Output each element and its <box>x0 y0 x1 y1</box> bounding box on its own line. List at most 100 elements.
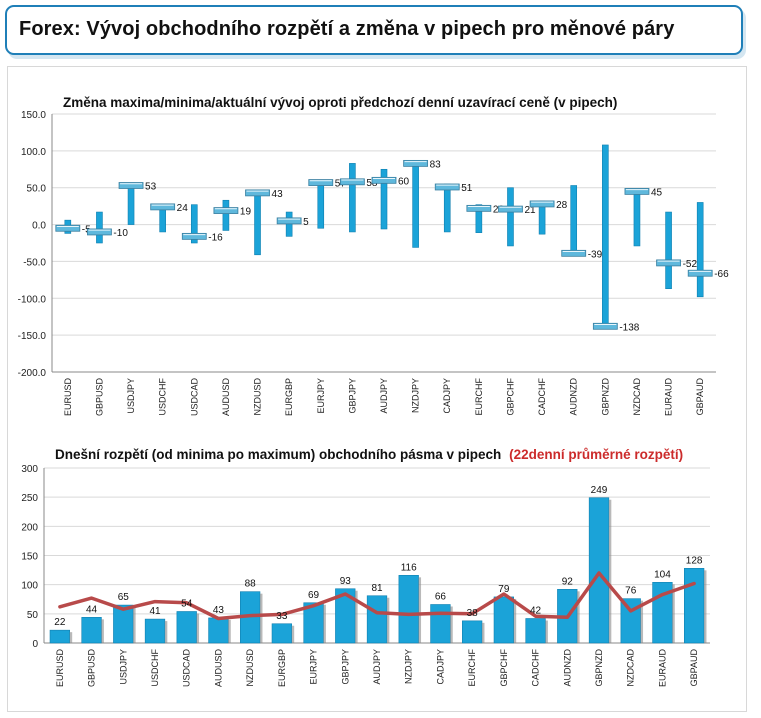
current-value-label: -138 <box>619 322 639 333</box>
spread-value-label: 44 <box>86 604 98 615</box>
range-chart-xtick-label: NZDCAD <box>632 378 642 416</box>
spread-bar-shadow <box>228 619 231 643</box>
range-chart-ytick-label: -100.0 <box>18 294 47 305</box>
current-value-label: 19 <box>240 207 252 218</box>
spread-value-label: 88 <box>245 579 257 590</box>
spread-bar-gbpchf <box>493 596 514 644</box>
range-chart-xtick-label: EURUSD <box>63 378 73 417</box>
spread-chart-title-row: Dnešní rozpětí (od minima po maximum) ob… <box>55 447 683 462</box>
spread-chart-ytick-label: 100 <box>21 581 38 592</box>
spread-bar-shadow <box>355 590 358 643</box>
range-chart-xtick-label: AUDNZD <box>569 378 579 416</box>
current-marker <box>181 232 207 240</box>
range-bar-usdchf: 24 <box>150 203 189 233</box>
spread-value-label: 76 <box>625 586 637 597</box>
spread-chart-x-axis: EURUSD GBPUSD USDJPY USDCHF USDCAD AUDUSD NZDU… <box>55 648 699 687</box>
spread-bar-gbpjpy <box>335 588 356 644</box>
range-bar-nzdjpy: 83 <box>403 159 442 248</box>
spread-value-label: 79 <box>498 584 510 595</box>
spread-chart-xtick-label: AUDJPY <box>372 649 382 685</box>
current-marker <box>403 159 429 167</box>
range-chart-xtick-label: CADJPY <box>442 378 452 414</box>
range-chart-xtick-label: EURGBP <box>284 378 294 416</box>
spread-bar-shadow <box>513 598 517 643</box>
spread-bar-shadow <box>291 625 295 643</box>
spread-bar-eurchf <box>462 620 483 644</box>
current-value-label: 24 <box>177 203 189 214</box>
current-value-label: 51 <box>461 183 473 194</box>
range-chart-ytick-label: -150.0 <box>18 331 47 342</box>
spread-bar-shadow <box>101 619 104 643</box>
range-chart-xtick-label: USDJPY <box>126 378 136 414</box>
current-marker <box>498 205 523 213</box>
spread-chart-ytick-label: 0 <box>32 639 38 650</box>
range-bar-eurgbp: 5 <box>276 211 309 237</box>
range-chart-xtick-label: GBPNZD <box>600 378 610 416</box>
current-marker <box>55 224 81 232</box>
range-bar <box>349 163 356 233</box>
range-bar <box>222 199 230 231</box>
current-value-label: 28 <box>556 200 568 211</box>
spread-value-label: 38 <box>467 608 479 619</box>
avg22-line <box>58 571 696 621</box>
current-marker <box>339 178 365 186</box>
current-value-label: -16 <box>208 232 223 243</box>
range-chart-x-axis: EURUSD GBPUSD USDJPY USDCHF USDCAD AUDUSD NZDU… <box>63 377 705 416</box>
spread-chart-xtick-label: USDJPY <box>118 649 128 685</box>
range-chart-xtick-label: USDCHF <box>158 377 168 415</box>
spread-value-label: 22 <box>54 617 66 628</box>
spread-chart-xtick-label: NZDUSD <box>245 649 255 687</box>
range-bar <box>602 144 609 329</box>
range-chart-xtick-label: AUDJPY <box>379 378 389 414</box>
range-bar-gbpusd: -10 <box>87 211 128 244</box>
current-marker <box>213 207 239 214</box>
range-chart-xtick-label: GBPCHF <box>505 378 515 416</box>
spread-bar-usdchf <box>144 618 166 644</box>
spread-bar-shadow <box>133 607 136 643</box>
spread-bar-shadow <box>545 620 548 643</box>
range-bar-eurusd: -5 <box>55 219 91 235</box>
spread-bar-nzdjpy <box>398 575 419 644</box>
current-marker <box>466 204 492 212</box>
range-bar <box>254 191 261 256</box>
spread-bar-gbpnzd <box>588 497 610 644</box>
range-bar <box>507 187 514 247</box>
spread-bar-eurgbp <box>271 623 292 644</box>
current-value-label: 43 <box>272 189 284 200</box>
spread-value-label: 93 <box>340 576 352 587</box>
spread-chart-xtick-label: EURJPY <box>309 649 319 685</box>
spread-bar-shadow <box>418 577 422 643</box>
spread-chart-xtick-label: EURCHF <box>467 648 477 686</box>
range-bar <box>380 168 388 230</box>
spread-bar-shadow <box>608 499 612 643</box>
spread-bar-cadchf <box>525 618 546 644</box>
spread-chart-avg-line <box>58 571 696 621</box>
range-bar-eurjpy: 57 <box>308 179 346 229</box>
current-value-label: -5 <box>82 224 91 235</box>
range-bar <box>190 204 198 244</box>
range-bar-audjpy: 60 <box>371 168 410 230</box>
current-value-label: 60 <box>398 176 410 187</box>
current-value-label: -39 <box>588 249 603 260</box>
range-bar-gbpchf: 21 <box>498 187 536 247</box>
spread-bar-gbpaud <box>684 568 705 644</box>
spread-bar-usdcad <box>176 611 197 644</box>
spread-value-label: 81 <box>371 583 383 594</box>
current-marker <box>529 200 555 208</box>
spread-bar-audusd <box>208 617 229 644</box>
current-value-label: 45 <box>651 187 663 198</box>
spread-chart-xtick-label: EURAUD <box>657 649 667 688</box>
spread-bar-shadow <box>577 591 580 643</box>
spread-chart-xtick-label: USDCAD <box>182 649 192 688</box>
current-value-label: 83 <box>430 159 442 170</box>
spread-chart-ytick-label: 300 <box>21 464 38 475</box>
spread-value-label: 116 <box>401 562 417 573</box>
spread-value-label: 249 <box>591 485 608 496</box>
spread-chart-ytick-label: 200 <box>21 522 38 533</box>
current-marker <box>371 176 397 184</box>
range-bar <box>570 185 578 256</box>
spread-value-label: 54 <box>181 599 193 610</box>
spread-bar-shadow <box>640 600 644 643</box>
range-chart-xtick-label: EURJPY <box>316 378 326 414</box>
range-bar <box>412 160 419 248</box>
